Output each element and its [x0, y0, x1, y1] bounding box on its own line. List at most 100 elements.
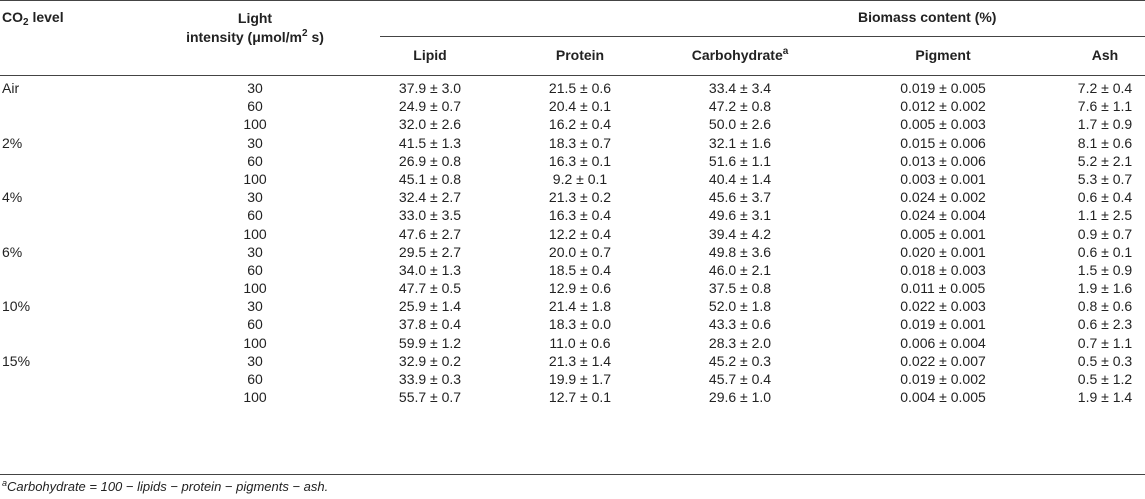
- header-pigment: Pigment: [915, 47, 971, 63]
- pigment-cell: 0.015 ± 0.006: [900, 134, 986, 151]
- protein-cell: 16.3 ± 0.1: [548, 152, 612, 169]
- table-row: 10% 30 25.9 ± 1.4 21.4 ± 1.8 52.0 ± 1.8 0.022…: [0, 297, 1145, 315]
- protein-cell: 21.3 ± 0.2: [548, 189, 612, 206]
- lipid-cell: 24.9 ± 0.7: [398, 98, 462, 115]
- carbohydrate-cell: 37.5 ± 0.8: [708, 280, 772, 297]
- pigment-cell: 0.003 ± 0.001: [900, 170, 986, 187]
- protein-cell: 19.9 ± 1.7: [548, 371, 612, 387]
- lipid-cell: 33.9 ± 0.3: [398, 371, 462, 387]
- pigment-cell: 0.005 ± 0.003: [900, 116, 986, 133]
- carbohydrate-cell: 28.3 ± 2.0: [708, 334, 772, 351]
- table-footnote: aCarbohydrate = 100 − lipids − protein −…: [2, 478, 329, 495]
- light-intensity-cell: 100: [243, 170, 267, 187]
- carbohydrate-cell: 29.6 ± 1.0: [708, 389, 772, 406]
- pigment-cell: 0.005 ± 0.001: [900, 225, 986, 242]
- header-lipid: Lipid: [413, 47, 447, 63]
- carbohydrate-cell: 49.6 ± 3.1: [708, 207, 772, 224]
- ash-cell: 5.2 ± 2.1: [1077, 152, 1133, 169]
- pigment-cell: 0.019 ± 0.001: [900, 316, 986, 333]
- ash-cell: 7.2 ± 0.4: [1077, 80, 1133, 96]
- light-intensity-cell: 60: [247, 371, 263, 387]
- ash-cell: 0.5 ± 1.2: [1077, 371, 1133, 387]
- co2-level-cell: 15%: [2, 352, 31, 369]
- lipid-cell: 59.9 ± 1.2: [398, 334, 462, 351]
- lipid-cell: 37.8 ± 0.4: [398, 316, 462, 333]
- light-intensity-cell: 100: [243, 334, 267, 351]
- light-intensity-cell: 60: [247, 207, 263, 224]
- carbohydrate-cell: 32.1 ± 1.6: [708, 134, 772, 151]
- light-intensity-cell: 60: [247, 261, 263, 278]
- ash-cell: 1.1 ± 2.5: [1077, 207, 1133, 224]
- table-row: 15% 30 32.9 ± 0.2 21.3 ± 1.4 45.2 ± 0.3 0.022…: [0, 352, 1145, 370]
- table-row: 4% 30 32.4 ± 2.7 21.3 ± 0.2 45.6 ± 3.7 0.024 …: [0, 188, 1145, 206]
- ash-cell: 1.5 ± 0.9: [1077, 261, 1133, 278]
- ash-cell: 0.5 ± 0.3: [1077, 352, 1133, 369]
- co2-level-cell: Air: [2, 80, 20, 96]
- pigment-cell: 0.022 ± 0.003: [900, 298, 986, 315]
- carbohydrate-cell: 49.8 ± 3.6: [708, 243, 772, 260]
- biomass-group-rule: [380, 36, 1145, 37]
- protein-cell: 21.3 ± 1.4: [548, 352, 612, 369]
- header-light-intensity: Light intensity (μmol/m2 s): [155, 9, 355, 47]
- ash-cell: 7.6 ± 1.1: [1077, 98, 1133, 115]
- table-row: 100 32.0 ± 2.6 16.2 ± 0.4 50.0 ± 2.6 0.005 ±…: [0, 115, 1145, 133]
- pigment-cell: 0.011 ± 0.005: [900, 280, 986, 297]
- header-biomass-content: Biomass content (%): [858, 9, 997, 25]
- header-carbohydrate: Carbohydratea: [691, 46, 789, 64]
- carbohydrate-cell: 33.4 ± 3.4: [708, 80, 772, 96]
- ash-cell: 0.7 ± 1.1: [1077, 334, 1133, 351]
- carbohydrate-cell: 45.2 ± 0.3: [708, 352, 772, 369]
- protein-cell: 18.5 ± 0.4: [548, 261, 612, 278]
- table-row: 6% 30 29.5 ± 2.7 20.0 ± 0.7 49.8 ± 3.6 0.020 …: [0, 243, 1145, 261]
- protein-cell: 18.3 ± 0.0: [548, 316, 612, 333]
- carbohydrate-cell: 52.0 ± 1.8: [708, 298, 772, 315]
- lipid-cell: 34.0 ± 1.3: [398, 261, 462, 278]
- table-row: 100 59.9 ± 1.2 11.0 ± 0.6 28.3 ± 2.0 0.006 ±…: [0, 334, 1145, 352]
- table-row: 60 24.9 ± 0.7 20.4 ± 0.1 47.2 ± 0.8 0.012 ± …: [0, 97, 1145, 115]
- carbohydrate-cell: 40.4 ± 1.4: [708, 170, 772, 187]
- table-row: 100 55.7 ± 0.7 12.7 ± 0.1 29.6 ± 1.0 0.004 ±…: [0, 388, 1145, 406]
- light-intensity-cell: 30: [247, 298, 263, 315]
- lipid-cell: 45.1 ± 0.8: [398, 170, 462, 187]
- pigment-cell: 0.024 ± 0.002: [900, 189, 986, 206]
- table-row: Air 30 37.9 ± 3.0 21.5 ± 0.6 33.4 ± 3.4 0.019…: [0, 79, 1145, 97]
- header-co2-level: CO2 level: [2, 9, 64, 28]
- table-row: 60 37.8 ± 0.4 18.3 ± 0.0 43.3 ± 0.6 0.019 ± …: [0, 315, 1145, 333]
- table-row: 2% 30 41.5 ± 1.3 18.3 ± 0.7 32.1 ± 1.6 0.015 …: [0, 134, 1145, 152]
- header-protein: Protein: [555, 47, 605, 63]
- pigment-cell: 0.018 ± 0.003: [900, 261, 986, 278]
- protein-cell: 12.7 ± 0.1: [548, 389, 612, 406]
- protein-cell: 18.3 ± 0.7: [548, 134, 612, 151]
- co2-level-cell: 4%: [2, 189, 23, 206]
- table-row: 60 33.0 ± 3.5 16.3 ± 0.4 49.6 ± 3.1 0.024 ± …: [0, 206, 1145, 224]
- co2-level-cell: 2%: [2, 134, 23, 151]
- protein-cell: 11.0 ± 0.6: [549, 334, 611, 351]
- carbohydrate-cell: 45.7 ± 0.4: [708, 371, 772, 387]
- table-body: Air 30 37.9 ± 3.0 21.5 ± 0.6 33.4 ± 3.4 0.019…: [0, 79, 1145, 406]
- carbohydrate-cell: 39.4 ± 4.2: [708, 225, 772, 242]
- table-row: 60 26.9 ± 0.8 16.3 ± 0.1 51.6 ± 1.1 0.013 ± …: [0, 152, 1145, 170]
- light-intensity-cell: 30: [247, 134, 263, 151]
- pigment-cell: 0.004 ± 0.005: [900, 389, 986, 406]
- header-light-line1: Light: [237, 10, 273, 26]
- lipid-cell: 32.4 ± 2.7: [398, 189, 462, 206]
- lipid-cell: 29.5 ± 2.7: [398, 243, 462, 260]
- light-intensity-cell: 60: [247, 316, 263, 333]
- ash-cell: 1.9 ± 1.4: [1077, 389, 1133, 406]
- table-row: 100 45.1 ± 0.8 9.2 ± 0.1 40.4 ± 1.4 0.003 ± …: [0, 170, 1145, 188]
- pigment-cell: 0.019 ± 0.005: [900, 80, 986, 96]
- lipid-cell: 33.0 ± 3.5: [398, 207, 462, 224]
- light-intensity-cell: 100: [243, 116, 267, 133]
- lipid-cell: 32.0 ± 2.6: [398, 116, 462, 133]
- ash-cell: 5.3 ± 0.7: [1077, 170, 1133, 187]
- carbohydrate-cell: 50.0 ± 2.6: [708, 116, 772, 133]
- light-intensity-cell: 100: [243, 280, 267, 297]
- protein-cell: 21.4 ± 1.8: [548, 298, 612, 315]
- protein-cell: 16.3 ± 0.4: [548, 207, 612, 224]
- carbohydrate-cell: 43.3 ± 0.6: [708, 316, 772, 333]
- ash-cell: 8.1 ± 0.6: [1077, 134, 1133, 151]
- ash-cell: 1.7 ± 0.9: [1077, 116, 1133, 133]
- table-row: 100 47.6 ± 2.7 12.2 ± 0.4 39.4 ± 4.2 0.005 ±…: [0, 225, 1145, 243]
- protein-cell: 20.4 ± 0.1: [548, 98, 612, 115]
- light-intensity-cell: 30: [247, 243, 263, 260]
